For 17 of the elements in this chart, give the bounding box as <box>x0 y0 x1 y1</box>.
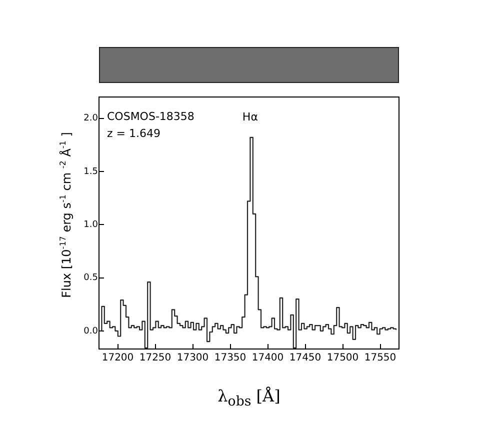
y-tick-label: 1.0 <box>84 220 98 230</box>
annotation: z = 1.649 <box>107 126 160 140</box>
x-tick-label: 17300 <box>176 352 209 364</box>
x-axis-title: λ$_{obs}$ [Å] <box>218 386 280 410</box>
x-tick-label: 17400 <box>252 352 284 364</box>
x-tick-label: 17550 <box>364 352 396 364</box>
x-tick-label: 17500 <box>326 352 359 364</box>
annotation: COSMOS-18358 <box>107 110 194 123</box>
x-tick-label: 17200 <box>102 352 134 364</box>
x-tick-label: 17450 <box>289 352 322 364</box>
y-tick-label: 0.0 <box>84 326 98 336</box>
x-tick-label: 17250 <box>139 352 172 364</box>
annotation: Hα <box>242 110 258 124</box>
x-tick-label: 17350 <box>214 352 246 364</box>
y-tick-label: 1.5 <box>84 166 98 177</box>
y-tick-label: 2.0 <box>84 114 98 124</box>
y-tick-label: 0.5 <box>84 273 98 284</box>
